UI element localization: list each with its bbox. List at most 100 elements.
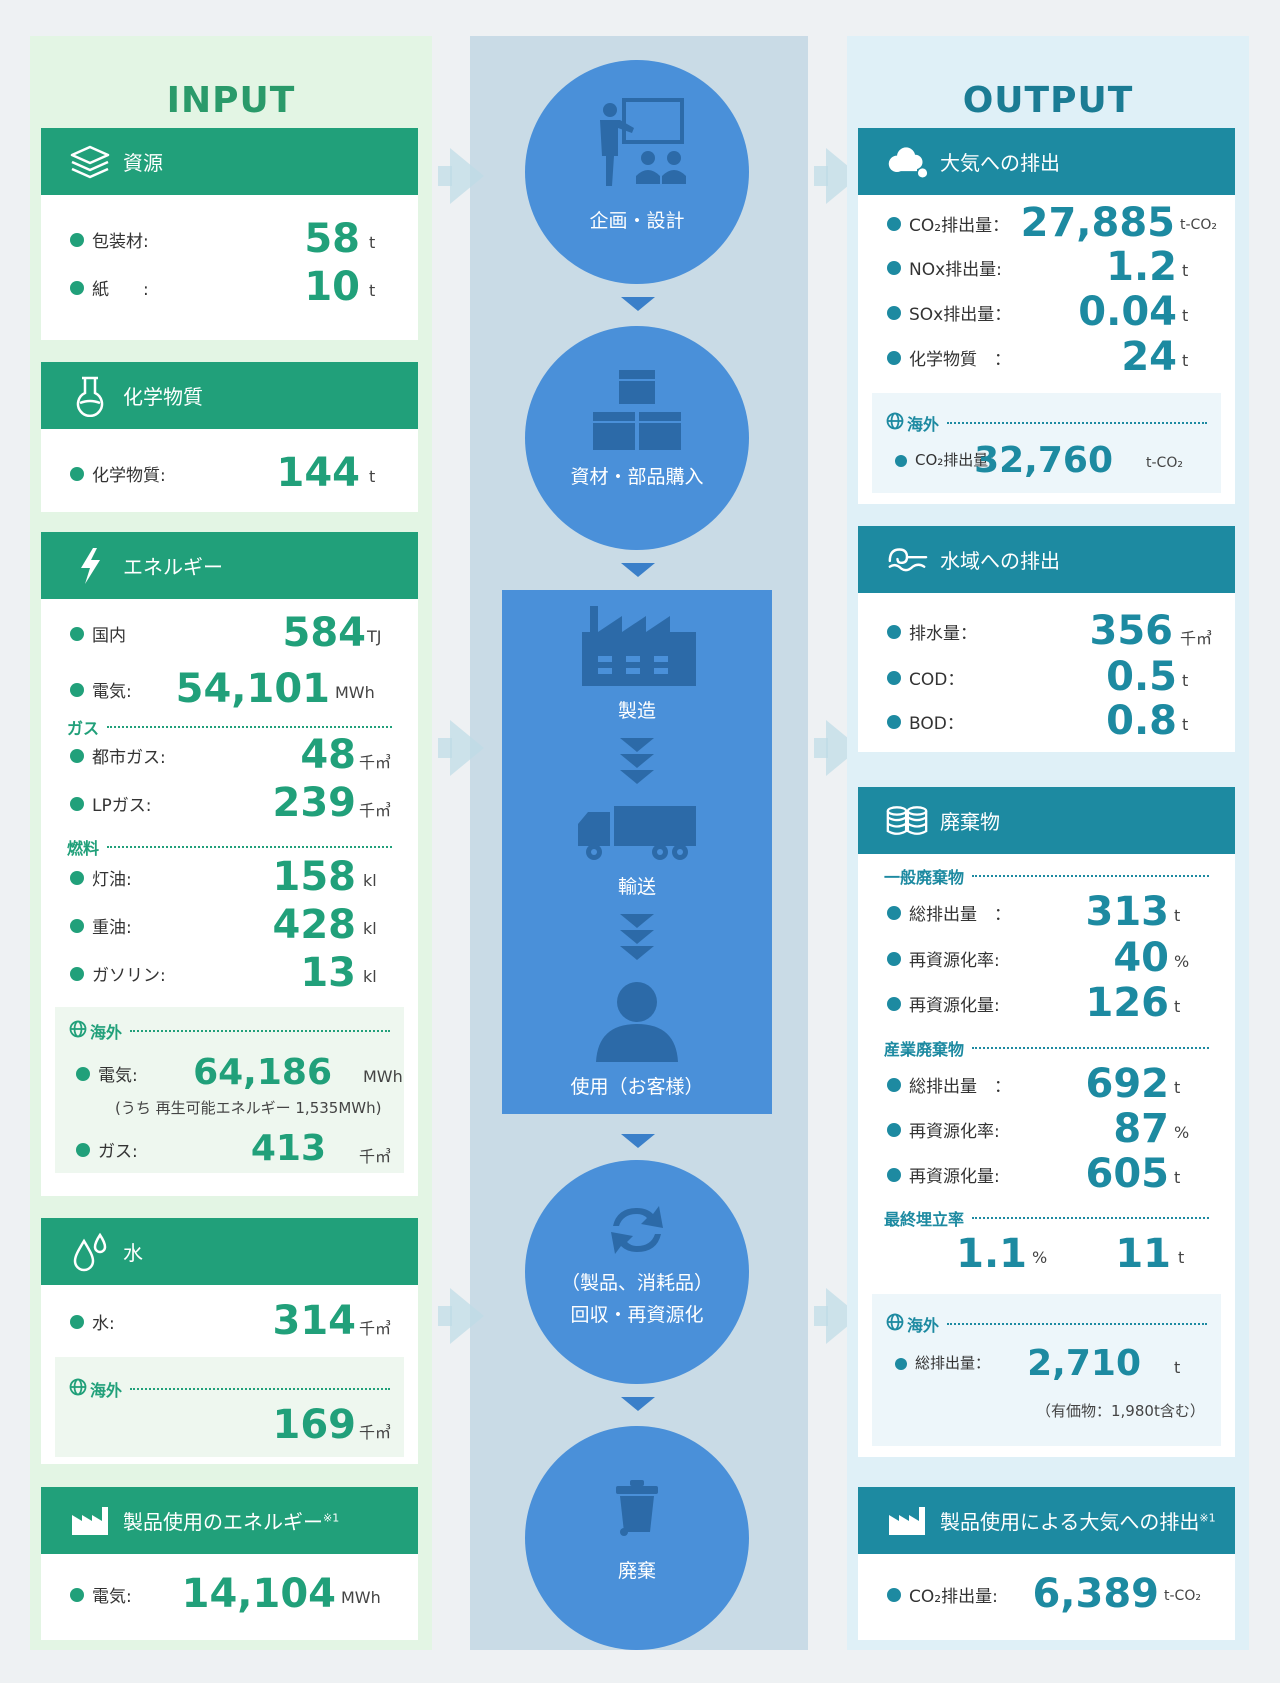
factory-icon (69, 1501, 111, 1541)
procurement-step: 資材・部品購入 (525, 326, 749, 550)
energy-overseas-subheader: 海外 (69, 1020, 390, 1042)
energy-row-gasoline: ガソリン: 13 kl (41, 951, 418, 995)
product-emission-header: 製品使用による大気への排出※1 (858, 1487, 1235, 1554)
usage-label: 使用（お客様） (570, 1076, 704, 1098)
air-emission-header-label: 大気への排出 (940, 151, 1060, 175)
chemicals-header: 化学物質 (41, 362, 418, 429)
water-card: 水 水: 314 千㎥ 海外 169 千㎥ (41, 1218, 418, 1464)
chevron-down-icon (620, 914, 654, 928)
chevron-down-icon (620, 946, 654, 960)
transport-label: 輸送 (617, 876, 656, 898)
planning-step: 企画・設計 (525, 60, 749, 284)
water-emission-header: 水域への排出 (858, 526, 1235, 593)
general-waste-rate: 再資源化率: 40 % (858, 936, 1235, 980)
landfill-row: 1.1 % 11 t (956, 1231, 1185, 1277)
flow-arrow (438, 1288, 484, 1344)
industrial-waste-total: 総排出量 ： 692 t (858, 1062, 1235, 1106)
gas-subheader: ガス (67, 717, 392, 738)
chemicals-card: 化学物質 化学物質: 144 t (41, 362, 418, 512)
air-overseas-co2: CO₂排出量： 32,760 t-CO₂ (858, 439, 1207, 483)
product-energy-row: 電気: 14,104 MWh (41, 1572, 418, 1616)
chevron-down-icon (621, 563, 655, 577)
chevron-down-icon (620, 754, 654, 768)
disposal-label: 廃棄 (617, 1560, 656, 1582)
lightning-icon (69, 546, 111, 586)
presentation-icon (582, 98, 692, 198)
waste-card: 廃棄物 一般廃棄物 総排出量 ： 313 t 再資源化率: 40 % 再資源化量… (858, 787, 1235, 1457)
waste-overseas-box: 海外 総排出量： 2,710 t （有価物：1,980t含む） (872, 1294, 1221, 1446)
boxes-icon (591, 366, 683, 456)
input-column: INPUT 資源 包装材: 58 t 紙 : 10 t (30, 36, 432, 1650)
product-emission-card: 製品使用による大気への排出※1 CO₂排出量: 6,389 t-CO₂ (858, 1487, 1235, 1640)
energy-overseas-box: 海外 電気: 64,186 MWh (うち 再生可能エネルギー 1,535MWh… (55, 1007, 404, 1173)
water-overseas-row: 169 千㎥ (272, 1402, 392, 1448)
air-emission-card: 大気への排出 CO₂排出量： 27,885 t-CO₂ NOx排出量: 1.2 … (858, 128, 1235, 504)
energy-header-label: エネルギー (123, 555, 223, 579)
energy-row-heavy-oil: 重油: 428 kl (41, 903, 418, 947)
water-header: 水 (41, 1218, 418, 1285)
energy-row-city-gas: 都市ガス: 48 千㎥ (41, 733, 418, 777)
resource-row-packaging: 包装材: 58 t (41, 217, 418, 261)
chemicals-header-label: 化学物質 (123, 385, 203, 409)
waste-header-label: 廃棄物 (940, 810, 1000, 834)
air-row-co2: CO₂排出量： 27,885 t-CO₂ (858, 201, 1235, 245)
waste-overseas-subheader: 海外 (886, 1313, 1207, 1335)
water-row-drainage: 排水量： 356 千㎥ (858, 609, 1235, 653)
water-emission-header-label: 水域への排出 (940, 549, 1060, 573)
air-overseas-box: 海外 CO₂排出量： 32,760 t-CO₂ (872, 393, 1221, 493)
chemical-row: 化学物質: 144 t (41, 451, 418, 495)
recycle-icon (605, 1202, 669, 1262)
factory-icon (886, 1501, 928, 1541)
procurement-label: 資材・部品購入 (570, 466, 704, 488)
globe-icon (886, 1313, 904, 1335)
water-row-cod: COD： 0.5 t (858, 655, 1235, 699)
trash-bin-icon (614, 1480, 660, 1540)
chevron-down-icon (621, 1397, 655, 1411)
input-title: INPUT (166, 80, 296, 121)
product-energy-header-label: 製品使用のエネルギー※1 (123, 1510, 340, 1534)
product-energy-card: 製品使用のエネルギー※1 電気: 14,104 MWh (41, 1487, 418, 1640)
layers-icon (69, 142, 111, 182)
water-row: 水: 314 千㎥ (41, 1299, 418, 1343)
industrial-waste-subheader: 産業廃棄物 (884, 1038, 1209, 1059)
waste-overseas-total: 総排出量： 2,710 t (858, 1342, 1207, 1386)
recovery-label-line2: 回収・再資源化 (570, 1304, 704, 1326)
cloud-icon (886, 142, 928, 182)
water-overseas-subheader: 海外 (69, 1378, 390, 1400)
energy-card: エネルギー 国内 584 TJ 電気: 54,101 MWh ガス 都市ガス: … (41, 532, 418, 1196)
product-emission-header-label: 製品使用による大気への排出※1 (940, 1510, 1216, 1534)
energy-row-electricity: 電気: 54,101 MWh (41, 667, 418, 711)
general-waste-total: 総排出量 ： 313 t (858, 890, 1235, 934)
manufacturing-box: 製造 輸送 使用（お客様） (502, 590, 772, 1114)
flow-arrow (438, 720, 484, 776)
product-emission-row: CO₂排出量: 6,389 t-CO₂ (858, 1572, 1235, 1616)
general-waste-amount: 再資源化量: 126 t (858, 981, 1235, 1025)
resources-header: 資源 (41, 128, 418, 195)
output-title: OUTPUT (962, 80, 1134, 121)
flask-icon (69, 376, 111, 417)
planning-label: 企画・設計 (589, 210, 685, 232)
database-icon (886, 801, 928, 841)
industrial-waste-amount: 再資源化量: 605 t (858, 1152, 1235, 1196)
user-icon (592, 980, 682, 1066)
chevron-down-icon (620, 770, 654, 784)
energy-header: エネルギー (41, 532, 418, 599)
water-header-label: 水 (123, 1241, 143, 1265)
energy-overseas-electricity: 電気: 64,186 MWh (41, 1051, 403, 1095)
water-row-bod: BOD： 0.8 t (858, 699, 1235, 743)
air-row-nox: NOx排出量: 1.2 t (858, 245, 1235, 289)
manufacturing-label: 製造 (617, 700, 656, 722)
truck-icon (576, 804, 698, 866)
general-waste-subheader: 一般廃棄物 (884, 866, 1209, 887)
product-energy-header: 製品使用のエネルギー※1 (41, 1487, 418, 1554)
landfill-subheader: 最終埋立率 (884, 1208, 1209, 1229)
output-column: OUTPUT 大気への排出 CO₂排出量： 27,885 t-CO₂ NOx排出… (847, 36, 1249, 1650)
chevron-down-icon (621, 1134, 655, 1148)
water-drops-icon (69, 1232, 111, 1272)
air-row-chemicals: 化学物質 ： 24 t (858, 335, 1235, 379)
industrial-waste-rate: 再資源化率: 87 % (858, 1107, 1235, 1151)
water-emission-card: 水域への排出 排水量： 356 千㎥ COD： 0.5 t BOD： 0.8 t (858, 526, 1235, 752)
air-row-sox: SOx排出量： 0.04 t (858, 290, 1235, 334)
disposal-step: 廃棄 (525, 1426, 749, 1650)
water-overseas-box: 海外 169 千㎥ (55, 1357, 404, 1457)
